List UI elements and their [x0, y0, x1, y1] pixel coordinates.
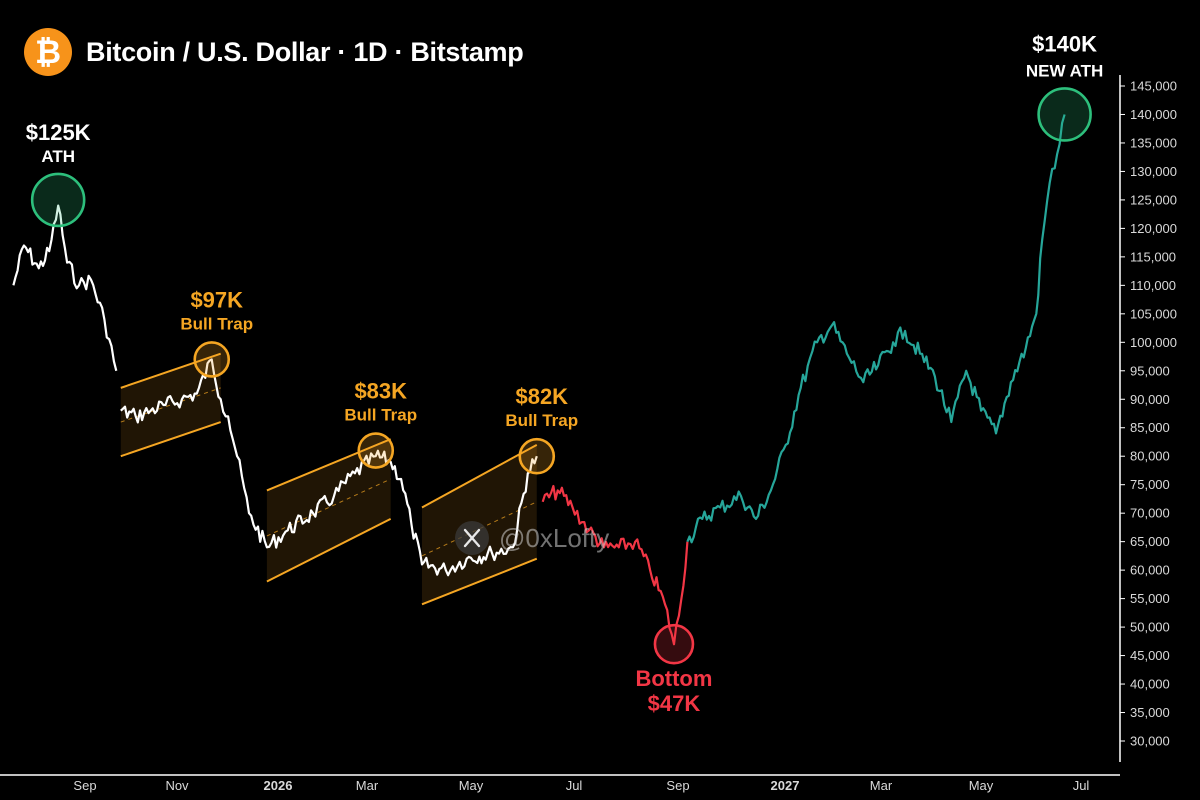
annotation-price-4: $82K [515, 384, 568, 409]
price-tick-label-1: 145,000 [1130, 79, 1177, 94]
price-tick-label-4: 130,000 [1130, 164, 1177, 179]
watermark-handle: @0xLofty [499, 523, 609, 553]
time-tick-label-10: May [969, 778, 994, 793]
watermark: @0xLofty [455, 521, 609, 555]
channel-lower-3 [421, 557, 538, 606]
time-axis: Sep Nov 2026 Mar May Jul Sep 2027 Mar May Jul [0, 774, 1120, 793]
price-tick-label-13: 85,000 [1130, 420, 1170, 435]
time-tick-label-6: Jul [566, 778, 583, 793]
channel-mid-2 [266, 478, 391, 537]
price-tick-label-2: 140,000 [1130, 107, 1177, 122]
annotation-label-2: Bull Trap [180, 314, 253, 333]
bitcoin-icon: ₿ [24, 28, 72, 76]
price-series-group [12, 114, 1066, 646]
price-tick-label-16: 70,000 [1130, 506, 1170, 521]
price-tick-label-14: 80,000 [1130, 449, 1170, 464]
channel-upper-3 [421, 443, 538, 509]
price-tick-label-19: 55,000 [1130, 591, 1170, 606]
price-series-1 [12, 204, 118, 372]
price-tick-label-20: 50,000 [1130, 620, 1170, 635]
annotation-marker-1 [30, 172, 86, 228]
price-tick-label-17: 65,000 [1130, 534, 1170, 549]
price-series-4 [686, 114, 1066, 544]
price-tick-label-5: 125,000 [1130, 192, 1177, 207]
chart-header: ₿ Bitcoin / U.S. Dollar · 1D · Bitstamp [24, 28, 524, 76]
annotation-marker-3 [357, 432, 395, 469]
price-tick-label-10: 100,000 [1130, 335, 1177, 350]
price-tick-label-24: 30,000 [1130, 734, 1170, 749]
price-tick-label-22: 40,000 [1130, 677, 1170, 692]
price-series-2 [120, 358, 538, 577]
channel-lower-1 [120, 421, 222, 458]
price-tick-label-15: 75,000 [1130, 477, 1170, 492]
price-tick-label-23: 35,000 [1130, 705, 1170, 720]
annotation-price-6: $140K [1032, 31, 1097, 56]
price-series-3 [541, 484, 689, 646]
channel-mid-1 [120, 387, 221, 423]
annotation-price-3: $83K [354, 379, 407, 404]
price-tick-label-3: 135,000 [1130, 135, 1177, 150]
annotation-price-2: $97K [190, 287, 243, 312]
channel-upper-1 [120, 352, 222, 389]
time-tick-label-3: 2026 [264, 778, 293, 793]
annotation-marker-6 [1037, 87, 1092, 142]
channel-lower-2 [266, 517, 392, 583]
chart-title: Bitcoin / U.S. Dollar · 1D · Bitstamp [86, 36, 524, 67]
time-tick-label-1: Sep [73, 778, 96, 793]
price-tick-label-18: 60,000 [1130, 563, 1170, 578]
price-tick-label-12: 90,000 [1130, 392, 1170, 407]
annotation-price-1: $125K [26, 120, 91, 145]
channel-upper-2 [266, 438, 392, 492]
price-tick-label-8: 110,000 [1130, 278, 1176, 293]
price-tick-label-21: 45,000 [1130, 648, 1170, 663]
annotation-label-6: NEW ATH [1026, 61, 1103, 80]
time-tick-label-9: Mar [870, 778, 893, 793]
price-axis: 145,000 140,000 135,000 130,000 125,000 120,0… [1119, 75, 1177, 762]
time-tick-label-4: Mar [356, 778, 379, 793]
annotation-marker-4 [518, 437, 556, 475]
time-tick-label-2: Nov [165, 778, 189, 793]
time-tick-label-8: 2027 [771, 778, 800, 793]
annotation-price-5: $47K [648, 691, 701, 716]
annotation-label-5: Bottom [635, 666, 712, 691]
annotation-group: $125K ATH $97K Bull Trap $83K Bull Trap $82K Bu… [26, 31, 1104, 716]
price-tick-label-7: 115,000 [1130, 249, 1176, 264]
time-tick-label-11: Jul [1073, 778, 1090, 793]
annotation-label-4: Bull Trap [505, 411, 578, 430]
annotation-marker-5 [653, 623, 695, 665]
annotation-label-3: Bull Trap [344, 406, 417, 425]
time-tick-label-7: Sep [666, 778, 689, 793]
x-logo-glyph [463, 528, 481, 548]
annotation-marker-2 [193, 341, 231, 378]
channel-mid-3 [421, 501, 537, 557]
annotation-label-1: ATH [41, 147, 75, 166]
price-tick-label-11: 95,000 [1130, 363, 1170, 378]
price-tick-label-9: 105,000 [1130, 306, 1177, 321]
time-tick-label-5: May [459, 778, 484, 793]
price-tick-label-6: 120,000 [1130, 221, 1177, 236]
channel-group [120, 352, 538, 606]
